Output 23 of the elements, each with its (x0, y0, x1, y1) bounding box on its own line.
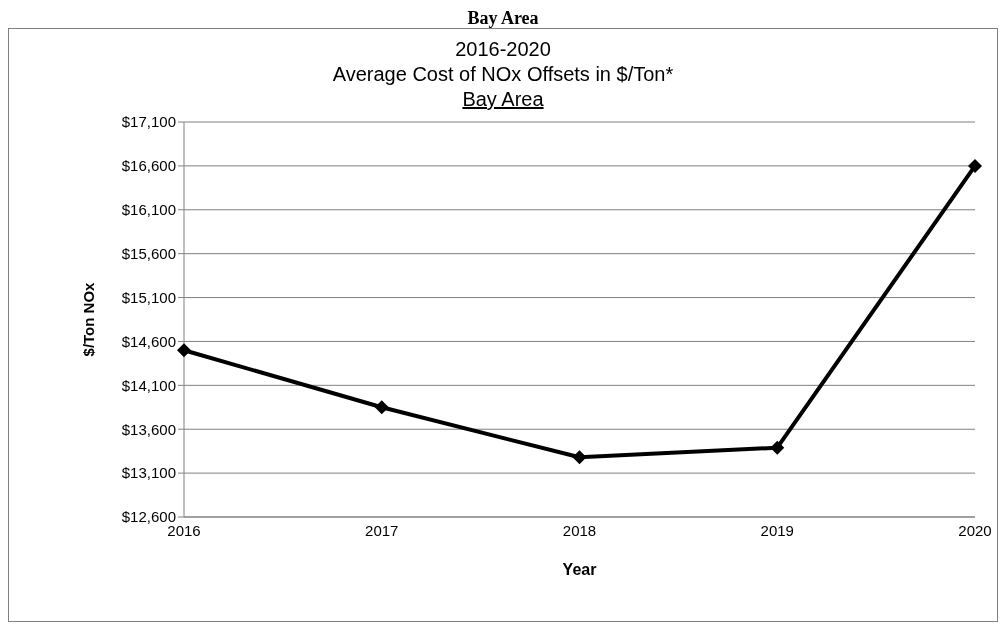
y-tick-label: $16,100 (121, 201, 176, 219)
x-axis-title: Year (562, 561, 597, 578)
x-tick-label: 2017 (365, 521, 399, 539)
chart-subtitle: Bay Area (461, 87, 545, 112)
x-tick-label: 2020 (958, 521, 992, 539)
x-tick-label: 2018 (562, 521, 597, 539)
y-tick-label: $15,600 (121, 244, 176, 262)
point (968, 158, 982, 173)
y-tick-label: $14,100 (121, 376, 176, 394)
y-tick-label: $13,100 (121, 464, 176, 482)
chart-title: 2016-2020 Average Cost of NOx Offsets in $/Ton* (331, 37, 675, 87)
y-tick-label: $17,100 (121, 113, 176, 131)
point (770, 440, 785, 455)
y-axis-title: $/Ton NOx (80, 281, 98, 357)
point (572, 450, 587, 465)
text: Bay Area (466, 8, 540, 28)
y-tick-label: $16,600 (121, 157, 176, 175)
y-tick-label: $14,600 (121, 332, 176, 350)
y-tick-label: $15,100 (121, 288, 176, 306)
point (374, 400, 389, 415)
y-tick-label: $13,600 (121, 420, 176, 438)
point (177, 343, 191, 358)
x-tick-label: 2019 (760, 521, 794, 539)
